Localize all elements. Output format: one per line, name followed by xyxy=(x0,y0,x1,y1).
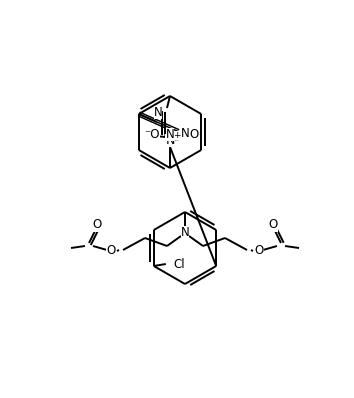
Text: N: N xyxy=(165,133,175,146)
Text: N: N xyxy=(166,127,175,140)
Text: N: N xyxy=(181,127,190,140)
Text: O: O xyxy=(92,219,102,232)
Text: +: + xyxy=(173,131,181,140)
Text: N: N xyxy=(181,226,189,238)
Text: Cl: Cl xyxy=(174,258,185,271)
Text: ⁻O: ⁻O xyxy=(144,127,160,140)
Text: O: O xyxy=(255,244,264,258)
Text: O: O xyxy=(106,244,116,258)
Text: O: O xyxy=(268,219,278,232)
Text: O: O xyxy=(189,127,199,140)
Text: N: N xyxy=(154,105,162,119)
